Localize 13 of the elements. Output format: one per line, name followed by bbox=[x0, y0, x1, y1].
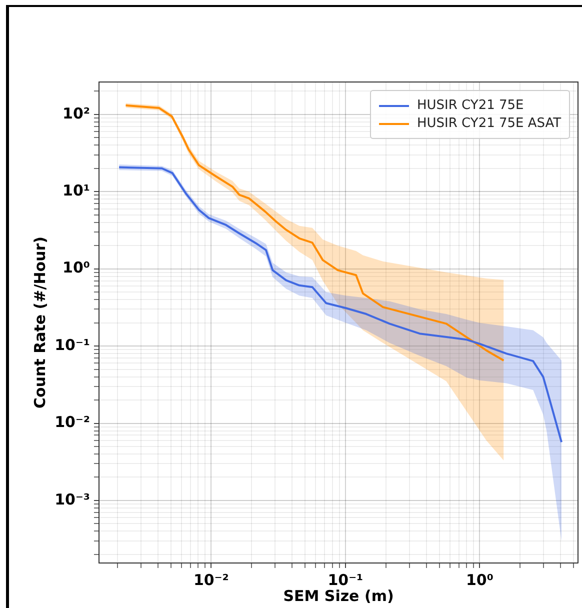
legend-label: HUSIR CY21 75E ASAT bbox=[417, 116, 562, 131]
y-tick-label: 10⁻³ bbox=[54, 490, 90, 508]
x-tick-label: 10⁻¹ bbox=[328, 570, 364, 589]
y-tick-label: 10⁰ bbox=[62, 258, 90, 277]
y-tick-label: 10⁻² bbox=[54, 413, 90, 432]
legend-label: HUSIR CY21 75E bbox=[417, 98, 524, 113]
x-tick-label: 10⁻² bbox=[193, 570, 229, 589]
y-tick-label: 10⁻¹ bbox=[54, 336, 90, 354]
y-tick-label: 10² bbox=[62, 104, 90, 122]
y-axis-title: Count Rate (#/Hour) bbox=[30, 236, 49, 408]
x-tick-label: 10⁰ bbox=[466, 570, 494, 589]
y-tick-label: 10¹ bbox=[62, 182, 90, 200]
x-axis-title: SEM Size (m) bbox=[283, 586, 394, 605]
